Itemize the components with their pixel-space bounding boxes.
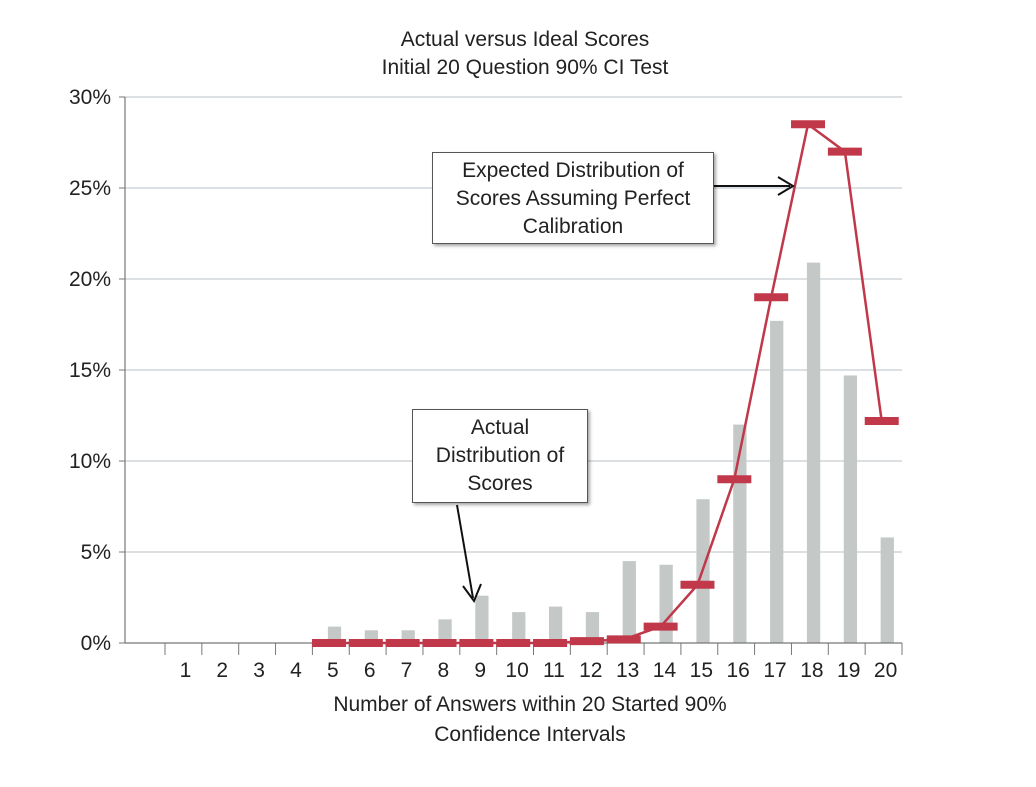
callout-line: Distribution of [435,444,565,467]
x-axis-label-line1: Number of Answers within 20 Started 90% [333,693,727,716]
actual-bar [327,626,342,643]
x-tick-label: 10 [505,659,528,682]
x-tick-label: 8 [438,659,450,682]
arrow-actual-head [462,583,482,604]
x-tick-label: 12 [579,659,602,682]
x-tick-label: 15 [690,659,713,682]
actual-bar [475,595,489,643]
y-tick-label: 25% [69,177,111,200]
arrow-expected-head [777,176,795,196]
actual-bar [880,537,894,643]
callout-line: Expected Distribution of [462,159,684,182]
callout-line: Scores Assuming Perfect [455,187,691,210]
actual-bar [843,375,858,643]
actual-bar [770,320,784,643]
x-tick-label: 2 [216,659,228,682]
callout-line: Actual [470,416,530,439]
expected-line [311,120,899,647]
actual-bar [622,561,636,643]
tick-labels: 0%5%10%15%20%25%30%1 2 3 4 5 6 7 8 9 10 11 12 13 14 15… [69,86,897,682]
actual-bar [512,612,526,643]
chart-title: Actual versus Ideal Scores [400,28,650,51]
x-tick-label: 5 [327,659,339,682]
y-tick-label: 15% [69,359,111,382]
actual-distribution-callout: Actual Distribution of Scores [412,409,588,503]
expected-distribution-callout: Expected Distribution of Scores Assuming… [432,152,714,244]
x-tick-label: 11 [543,659,565,682]
expected-series-line [329,122,883,645]
y-tick-label: 0% [81,632,111,655]
x-axis-label: Number of Answers within 20 Started 90% … [250,690,810,750]
x-tick-label: 6 [364,659,376,682]
actual-bar [806,262,821,643]
x-tick-label: 4 [290,659,302,682]
callout-line: Calibration [522,215,624,238]
x-tick-label: 14 [653,659,677,682]
y-tick-label: 30% [69,86,111,109]
x-axis-label-line2: Confidence Intervals [434,723,626,746]
x-tick-label: 18 [800,659,823,682]
x-tick-label: 20 [874,659,897,682]
x-tick-label: 19 [837,659,860,682]
annotation-arrows [456,176,795,604]
chart-subtitle: Initial 20 Question 90% CI Test [381,56,669,79]
y-tick-label: 20% [69,268,111,291]
arrow-actual-shaft [456,504,474,599]
actual-bar [659,564,673,643]
y-tick-label: 10% [69,450,111,473]
x-tick-label: 17 [763,659,786,682]
x-tick-label: 9 [474,659,486,682]
x-tick-label: 16 [726,659,749,682]
actual-bar [438,619,452,643]
x-tick-label: 1 [180,659,192,682]
y-tick-label: 5% [81,541,111,564]
actual-bar [548,606,563,643]
x-tick-label: 3 [253,659,265,682]
x-tick-label: 13 [616,659,639,682]
callout-line: Scores [467,472,533,495]
actual-bar [585,612,600,643]
x-tick-label: 7 [401,659,413,682]
